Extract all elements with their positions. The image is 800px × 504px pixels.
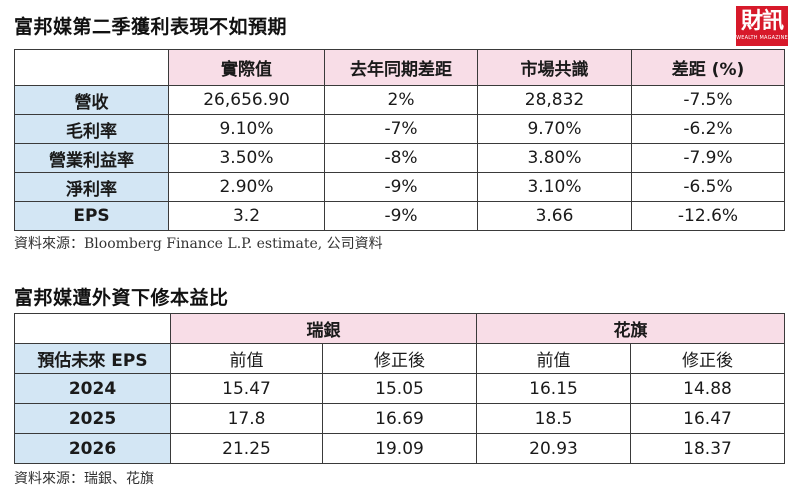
table-cell: -7.9% bbox=[631, 143, 785, 173]
table-row: 淨利率 2.90% -9% 3.10% -6.5% bbox=[14, 172, 785, 202]
table-cell: 9.70% bbox=[477, 114, 632, 144]
col-header-yoy-diff: 去年同期差距 bbox=[324, 49, 478, 86]
col-header-consensus: 市場共識 bbox=[477, 49, 632, 86]
eps-revision-table: 瑞銀 花旗 預估未來 EPS 前值 修正後 前值 修正後 2024 15.47 … bbox=[14, 313, 785, 464]
table1-header-row: 實際值 去年同期差距 市場共識 差距 (%) bbox=[14, 49, 785, 86]
table-cell: 19.09 bbox=[322, 433, 477, 464]
table2-corner-cell bbox=[14, 313, 171, 344]
table-row: 2024 15.47 15.05 16.15 14.88 bbox=[14, 373, 785, 404]
table2-group-row: 瑞銀 花旗 bbox=[14, 313, 785, 344]
row-label-revenue: 營收 bbox=[14, 85, 169, 115]
table-cell: -12.6% bbox=[631, 201, 785, 231]
table-row: 2026 21.25 19.09 20.93 18.37 bbox=[14, 433, 785, 464]
table-cell: 18.37 bbox=[630, 433, 785, 464]
table-cell: 18.5 bbox=[476, 403, 631, 434]
table-cell: -8% bbox=[324, 143, 478, 173]
table-cell: 16.15 bbox=[476, 373, 631, 404]
table-cell: 28,832 bbox=[477, 85, 632, 115]
table-row: 2025 17.8 16.69 18.5 16.47 bbox=[14, 403, 785, 434]
table-cell: 3.80% bbox=[477, 143, 632, 173]
col-header-diff-pct: 差距 (%) bbox=[631, 49, 785, 86]
table-cell: 2% bbox=[324, 85, 478, 115]
table-cell: -9% bbox=[324, 201, 478, 231]
table2-title: 富邦媒遭外資下修本益比 bbox=[14, 287, 229, 309]
table1-corner-cell bbox=[14, 49, 169, 86]
table-cell: 21.25 bbox=[170, 433, 323, 464]
table-cell: 14.88 bbox=[630, 373, 785, 404]
logo-mark: 財訊 bbox=[740, 8, 784, 34]
table-cell: 15.05 bbox=[322, 373, 477, 404]
table-cell: 9.10% bbox=[168, 114, 325, 144]
table-cell: 3.10% bbox=[477, 172, 632, 202]
table-row: 毛利率 9.10% -7% 9.70% -6.2% bbox=[14, 114, 785, 144]
group-header-ubs: 瑞銀 bbox=[170, 313, 477, 344]
table-cell: 3.2 bbox=[168, 201, 325, 231]
table-row: 營收 26,656.90 2% 28,832 -7.5% bbox=[14, 85, 785, 115]
table-cell: -6.5% bbox=[631, 172, 785, 202]
table1-source-note: 資料來源：Bloomberg Finance L.P. estimate, 公司… bbox=[14, 236, 383, 252]
row-label-eps: EPS bbox=[14, 201, 169, 231]
table1-title: 富邦媒第二季獲利表現不如預期 bbox=[14, 16, 288, 38]
table2-source-note: 資料來源：瑞銀、花旗 bbox=[14, 471, 154, 487]
table-cell: -7% bbox=[324, 114, 478, 144]
table-cell: 3.66 bbox=[477, 201, 632, 231]
row-label-gross-margin: 毛利率 bbox=[14, 114, 169, 144]
logo-subtitle: WEALTH MAGAZINE bbox=[736, 35, 788, 41]
subcol-header-ubs-revised: 修正後 bbox=[322, 343, 477, 374]
row-label-2026: 2026 bbox=[14, 433, 171, 464]
table-cell: -6.2% bbox=[631, 114, 785, 144]
subcol-header-ubs-prior: 前值 bbox=[170, 343, 323, 374]
table-cell: 16.69 bbox=[322, 403, 477, 434]
table-cell: 20.93 bbox=[476, 433, 631, 464]
publisher-logo: 財訊 WEALTH MAGAZINE bbox=[736, 6, 788, 46]
table-cell: 2.90% bbox=[168, 172, 325, 202]
row-label-2024: 2024 bbox=[14, 373, 171, 404]
table-cell: 17.8 bbox=[170, 403, 323, 434]
table-row: EPS 3.2 -9% 3.66 -12.6% bbox=[14, 201, 785, 231]
table-row: 營業利益率 3.50% -8% 3.80% -7.9% bbox=[14, 143, 785, 173]
table-cell: 26,656.90 bbox=[168, 85, 325, 115]
subcol-header-citi-prior: 前值 bbox=[476, 343, 631, 374]
table2-subheader-row: 預估未來 EPS 前值 修正後 前值 修正後 bbox=[14, 343, 785, 374]
group-header-citi: 花旗 bbox=[476, 313, 785, 344]
row-header-forecast-eps: 預估未來 EPS bbox=[14, 343, 171, 374]
table-cell: 15.47 bbox=[170, 373, 323, 404]
q2-results-table: 實際值 去年同期差距 市場共識 差距 (%) 營收 26,656.90 2% 2… bbox=[14, 49, 785, 231]
row-label-net-margin: 淨利率 bbox=[14, 172, 169, 202]
row-label-2025: 2025 bbox=[14, 403, 171, 434]
table-cell: 3.50% bbox=[168, 143, 325, 173]
row-label-operating-margin: 營業利益率 bbox=[14, 143, 169, 173]
col-header-actual: 實際值 bbox=[168, 49, 325, 86]
table-cell: -7.5% bbox=[631, 85, 785, 115]
table-cell: -9% bbox=[324, 172, 478, 202]
subcol-header-citi-revised: 修正後 bbox=[630, 343, 785, 374]
table-cell: 16.47 bbox=[630, 403, 785, 434]
